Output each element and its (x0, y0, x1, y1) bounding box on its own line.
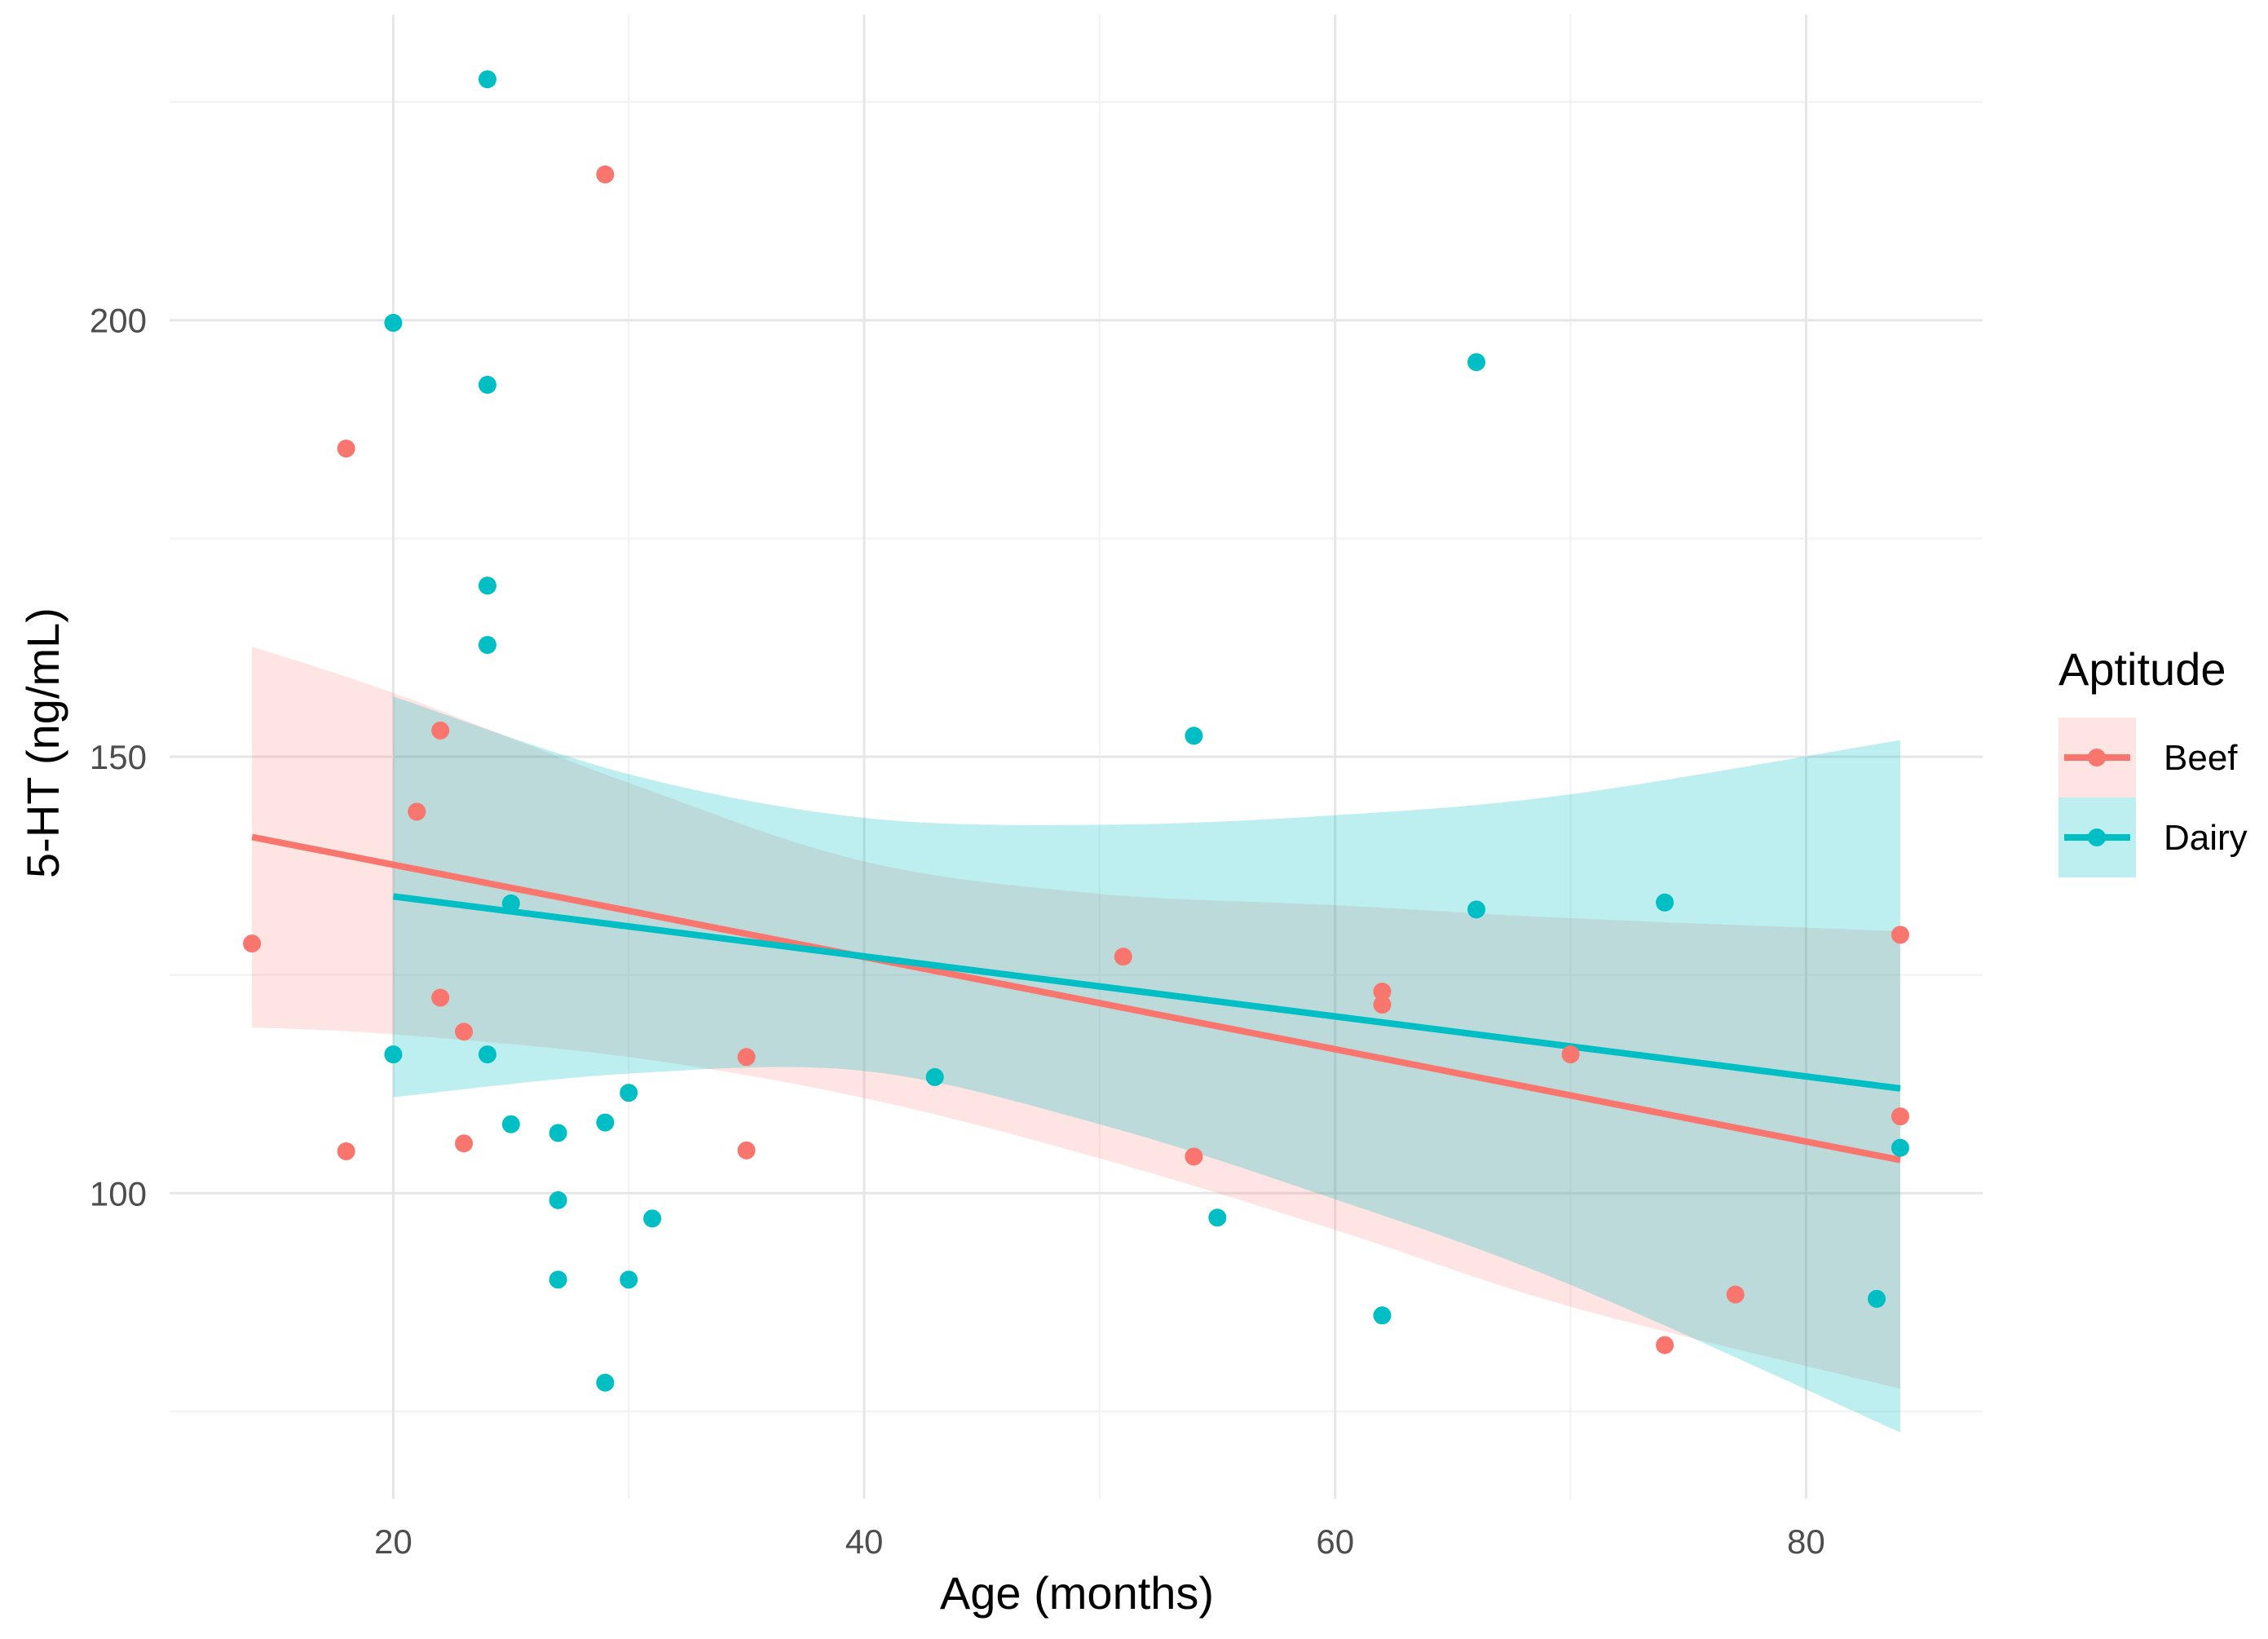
beef-confidence-band (252, 647, 1900, 1389)
dairy-fit-line (392, 893, 1901, 1092)
beef-data-point (431, 721, 450, 740)
fit-lines (251, 833, 1901, 1164)
grid-lines (170, 15, 1983, 1499)
x-tick-label: 60 (1316, 1522, 1354, 1561)
beef-data-point (1726, 1285, 1745, 1304)
dairy-data-point (1208, 1208, 1227, 1227)
dairy-data-point (596, 1113, 615, 1132)
dairy-data-point (1891, 1138, 1909, 1157)
beef-data-point (1656, 1336, 1675, 1354)
beef-data-point (455, 1134, 474, 1153)
beef-data-point (1373, 996, 1392, 1014)
x-tick-label: 80 (1787, 1522, 1825, 1561)
dairy-data-point (549, 1270, 567, 1289)
y-axis-title: 5-HT (ng/mL) (17, 607, 68, 878)
dairy-data-point (643, 1209, 662, 1228)
dairy-data-point (549, 1124, 567, 1142)
beef-data-point (337, 1142, 355, 1160)
tick-labels: 20 40 60 80 100 150 200 (90, 302, 1825, 1561)
dairy-data-point (1185, 727, 1203, 745)
dairy-data-point (478, 1045, 496, 1064)
dairy-data-point (1868, 1289, 1886, 1308)
dairy-legend-key-point (2088, 828, 2106, 846)
x-tick-label: 20 (374, 1522, 413, 1561)
beef-fit-line (251, 833, 1901, 1164)
dairy-data-point (620, 1270, 638, 1289)
legend-items: Beef Dairy (2058, 718, 2248, 877)
confidence-bands (252, 647, 1900, 1433)
legend: Aptitude Beef Dairy (2058, 643, 2248, 877)
beef-data-point (243, 934, 262, 953)
dairy-data-point (384, 313, 403, 332)
dairy-data-point (384, 1045, 403, 1064)
dairy-data-point (1656, 893, 1675, 912)
beef-data-point (408, 802, 426, 821)
dairy-data-point (1373, 1306, 1392, 1325)
data-points (243, 70, 1909, 1392)
beef-data-point (455, 1023, 474, 1041)
dairy-data-point (549, 1191, 567, 1209)
legend-title: Aptitude (2058, 643, 2226, 695)
beef-data-point (1185, 1147, 1203, 1166)
beef-data-point (596, 165, 615, 183)
beef-data-point (1114, 948, 1132, 966)
dairy-data-point (620, 1084, 638, 1102)
dairy-data-point (596, 1373, 615, 1392)
beef-data-point (737, 1048, 756, 1067)
beef-data-point (1561, 1045, 1580, 1064)
dairy-data-point (1467, 353, 1486, 372)
beef-legend-label: Beef (2164, 738, 2238, 778)
dairy-legend-label: Dairy (2164, 818, 2248, 858)
dairy-data-point (478, 375, 496, 394)
beef-legend-key-point (2088, 749, 2106, 766)
dairy-data-point (478, 70, 496, 89)
dairy-data-point (501, 1115, 520, 1133)
beef-data-point (1891, 926, 1909, 944)
beef-data-point (1373, 982, 1392, 1001)
dairy-confidence-band (393, 696, 1900, 1433)
beef-data-point (1891, 1107, 1909, 1126)
dairy-data-point (478, 635, 496, 654)
dairy-data-point (478, 577, 496, 595)
dairy-data-point (501, 894, 520, 912)
beef-data-point (737, 1141, 756, 1160)
y-tick-label: 200 (90, 302, 147, 340)
dairy-data-point (925, 1067, 944, 1086)
x-axis-title: Age (months) (940, 1567, 1214, 1619)
x-tick-label: 40 (845, 1522, 884, 1561)
y-tick-label: 100 (90, 1174, 147, 1213)
dairy-data-point (1467, 900, 1486, 919)
y-tick-label: 150 (90, 738, 147, 776)
beef-data-point (337, 440, 355, 458)
beef-data-point (431, 988, 450, 1007)
